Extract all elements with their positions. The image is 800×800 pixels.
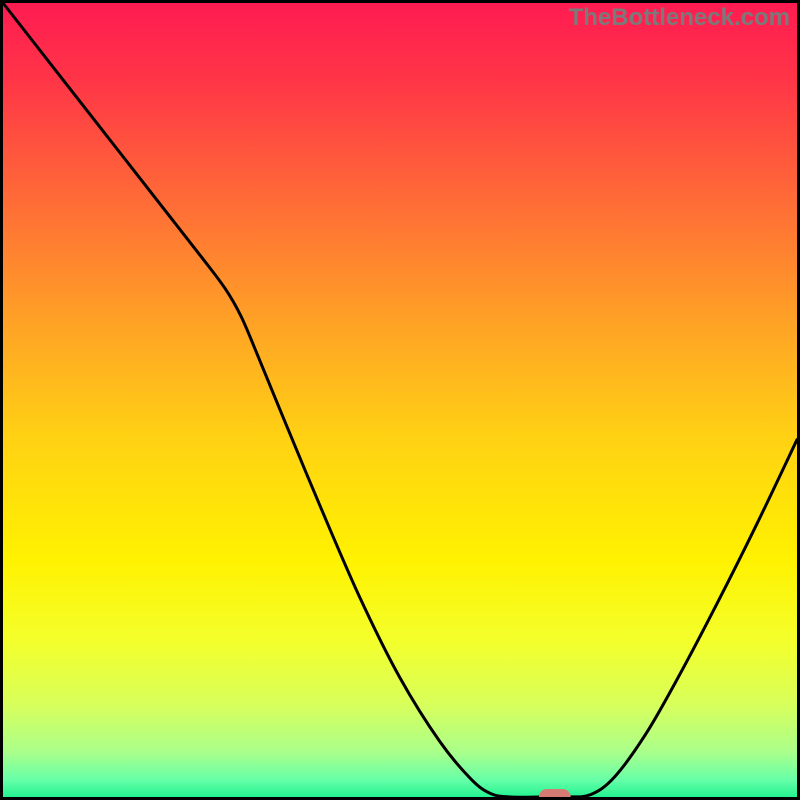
- bottleneck-chart: [0, 0, 800, 800]
- chart-container: TheBottleneck.com: [0, 0, 800, 800]
- watermark-text: TheBottleneck.com: [569, 4, 790, 32]
